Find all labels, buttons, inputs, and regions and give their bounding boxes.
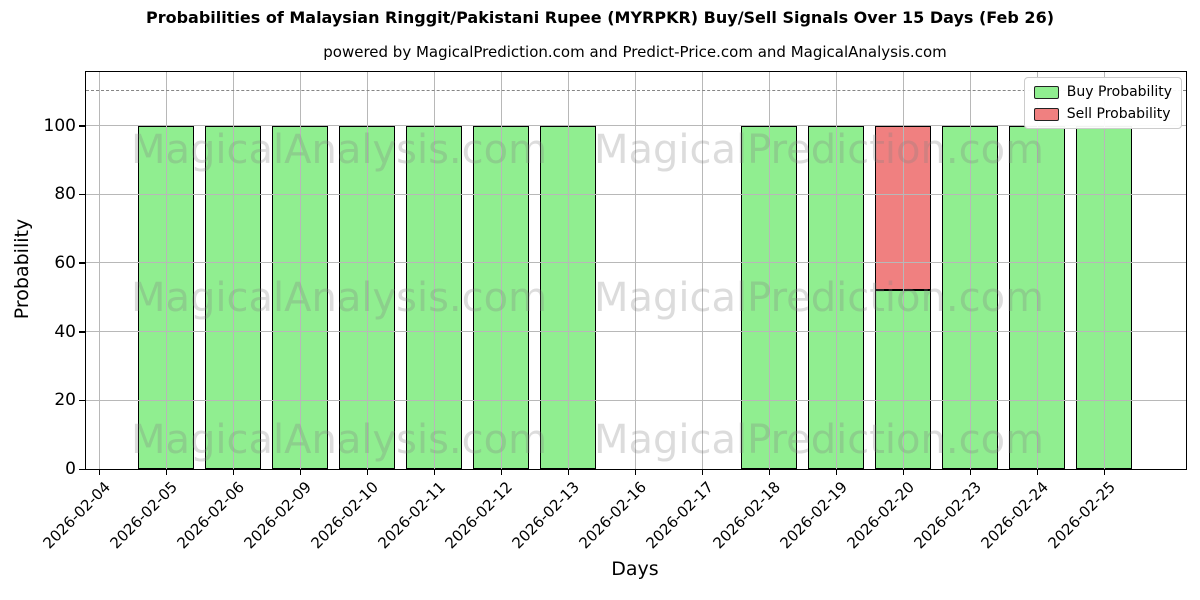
- chart-subtitle: powered by MagicalPrediction.com and Pre…: [323, 43, 947, 61]
- x-tick-label-text: 2026-02-16: [575, 478, 650, 553]
- y-tick-label: 40: [54, 321, 76, 342]
- watermark-left: MagicalAnalysis.com: [130, 127, 548, 173]
- y-tick-mark: [79, 262, 85, 264]
- chart-title: Probabilities of Malaysian Ringgit/Pakis…: [145, 8, 1055, 27]
- y-tick-mark: [79, 193, 85, 196]
- watermark-right: MagicalPrediction.com: [594, 127, 1044, 173]
- legend-item-buy: Buy Probability: [1033, 84, 1172, 100]
- watermark-left: MagicalAnalysis.com: [130, 275, 548, 321]
- legend-label-sell: Sell Probability: [1066, 106, 1171, 122]
- sell-color-swatch: [1033, 107, 1059, 121]
- legend: Buy Probability Sell Probability: [1023, 77, 1182, 129]
- y-tick-mark: [79, 399, 85, 402]
- watermark-right: MagicalPrediction.com: [594, 275, 1044, 321]
- plot-area: Buy Probability Sell Probability Magical…: [85, 71, 1187, 470]
- y-gridline: [86, 125, 1186, 127]
- y-tick-label: 20: [54, 390, 76, 411]
- y-tick-label: 60: [54, 252, 76, 273]
- x-tick-mark: [902, 470, 905, 475]
- x-tick-mark: [433, 470, 436, 475]
- x-tick-mark: [165, 470, 168, 475]
- x-tick-mark: [768, 470, 771, 475]
- x-gridline: [902, 72, 904, 469]
- x-gridline: [165, 72, 167, 469]
- x-tick-label-text: 2026-02-12: [441, 478, 516, 553]
- watermark-right: MagicalPrediction.com: [594, 417, 1044, 463]
- legend-label-buy: Buy Probability: [1066, 84, 1172, 100]
- x-gridline: [98, 72, 100, 469]
- x-tick-mark: [232, 470, 235, 475]
- x-tick-label-text: 2026-02-20: [843, 478, 918, 553]
- y-gridline: [86, 399, 1186, 401]
- x-tick-label-text: 2026-02-13: [508, 478, 583, 553]
- x-tick-label-text: 2026-02-05: [106, 478, 181, 553]
- x-tick-label-text: 2026-02-04: [39, 478, 114, 553]
- x-tick-mark: [299, 470, 302, 475]
- y-gridline: [86, 331, 1186, 333]
- x-gridline: [768, 72, 770, 469]
- y-gridline: [86, 262, 1186, 264]
- y-tick-mark: [79, 468, 85, 470]
- x-gridline: [835, 72, 837, 469]
- y-tick-mark: [79, 331, 85, 333]
- x-gridline: [1036, 72, 1038, 469]
- x-tick-mark: [567, 470, 570, 475]
- x-gridline: [433, 72, 435, 469]
- y-tick-label: 80: [54, 184, 76, 205]
- x-gridline: [366, 72, 368, 469]
- x-tick-mark: [500, 470, 503, 475]
- x-tick-mark: [1036, 470, 1039, 475]
- x-axis-label: Days: [611, 558, 659, 580]
- x-tick-mark: [366, 470, 369, 475]
- x-tick-mark: [98, 470, 101, 475]
- x-tick-label-text: 2026-02-11: [374, 478, 449, 553]
- buy-color-swatch: [1033, 85, 1059, 99]
- x-gridline: [634, 72, 636, 469]
- legend-item-sell: Sell Probability: [1033, 106, 1172, 122]
- x-gridline: [701, 72, 703, 469]
- x-tick-label-text: 2026-02-18: [709, 478, 784, 553]
- x-gridline: [500, 72, 502, 469]
- x-tick-mark: [1103, 470, 1106, 475]
- x-tick-mark: [634, 470, 637, 475]
- x-tick-mark: [969, 470, 972, 475]
- x-tick-mark: [701, 470, 704, 475]
- y-tick-mark: [79, 125, 85, 127]
- x-gridline: [299, 72, 301, 469]
- x-gridline: [969, 72, 971, 469]
- watermark-left: MagicalAnalysis.com: [130, 417, 548, 463]
- x-tick-label-text: 2026-02-06: [173, 478, 248, 553]
- x-tick-label-text: 2026-02-24: [977, 478, 1052, 553]
- x-gridline: [1103, 72, 1105, 469]
- x-gridline: [232, 72, 234, 469]
- y-gridline: [86, 193, 1186, 195]
- x-tick-mark: [835, 470, 838, 475]
- dashed-reference-line: [86, 90, 1186, 92]
- y-tick-label: 0: [65, 459, 76, 479]
- x-tick-label-text: 2026-02-19: [776, 478, 851, 553]
- x-gridline: [567, 72, 569, 469]
- x-tick-label-text: 2026-02-17: [642, 478, 717, 553]
- x-tick-label-text: 2026-02-25: [1044, 478, 1119, 553]
- x-tick-label-text: 2026-02-10: [307, 478, 382, 553]
- y-tick-label: 100: [43, 115, 76, 136]
- x-tick-label-text: 2026-02-23: [910, 478, 985, 553]
- x-tick-label-text: 2026-02-09: [240, 478, 315, 553]
